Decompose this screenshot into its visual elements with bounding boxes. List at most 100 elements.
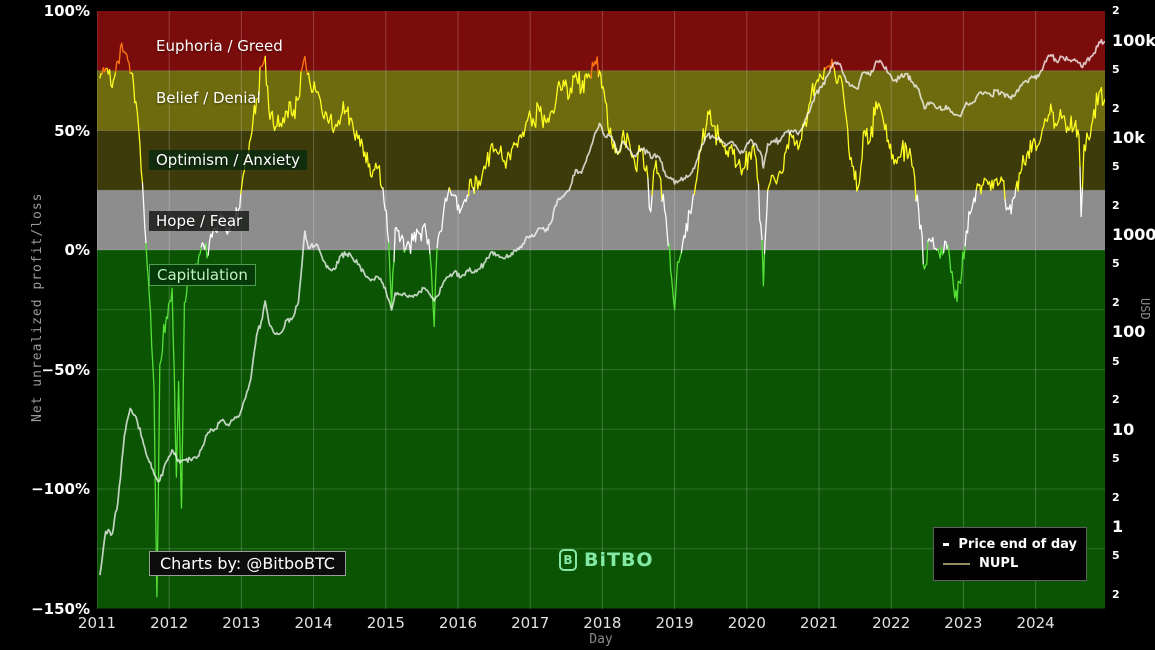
legend-swatch-1 bbox=[943, 562, 970, 565]
nupl-line-segment bbox=[927, 236, 939, 251]
year-tick-2013: 2013 bbox=[222, 614, 261, 632]
nupl-line-segment bbox=[915, 194, 924, 265]
price-minor-tick-12: 2 bbox=[1112, 588, 1120, 601]
legend-item-nupl[interactable]: NUPL bbox=[943, 554, 1077, 573]
nupl-line-segment bbox=[964, 189, 977, 247]
nupl-line-segment bbox=[205, 243, 209, 259]
nupl-line-segment bbox=[300, 55, 308, 75]
nupl-line-segment bbox=[141, 182, 147, 245]
zone-label-capitulation: Capitulation bbox=[149, 264, 256, 286]
year-tick-2018: 2018 bbox=[583, 614, 622, 632]
band-hope bbox=[97, 190, 1105, 250]
nupl-line-segment bbox=[763, 189, 769, 255]
nupl-line-segment bbox=[200, 242, 207, 250]
price-tick-100k: 100k bbox=[1112, 30, 1155, 50]
nupl-line-segment bbox=[129, 72, 144, 184]
nupl-line-segment bbox=[942, 240, 949, 254]
price-tick-100: 100 bbox=[1112, 322, 1146, 342]
price-minor-tick-3: 5 bbox=[1112, 160, 1120, 174]
price-minor-tick-0: 2 bbox=[1112, 4, 1120, 18]
price-minor-tick-8: 2 bbox=[1112, 393, 1120, 407]
price-tick-10k: 10k bbox=[1112, 127, 1145, 147]
nupl-line-segment bbox=[264, 55, 302, 132]
price-minor-tick-10: 2 bbox=[1112, 490, 1120, 504]
left-tick--150: −150% bbox=[31, 599, 90, 618]
nupl-line-segment bbox=[590, 56, 600, 79]
left-tick-50: 50% bbox=[54, 121, 90, 140]
nupl-line-segment bbox=[429, 246, 438, 328]
year-tick-2023: 2023 bbox=[944, 614, 983, 632]
zone-label-euphoria: Euphoria / Greed bbox=[156, 37, 283, 55]
nupl-line-segment bbox=[382, 187, 390, 244]
bitbo-logo-icon: B bbox=[559, 549, 577, 571]
year-tick-2011: 2011 bbox=[77, 614, 117, 632]
price-minor-tick-6: 2 bbox=[1112, 296, 1120, 310]
nupl-line-segment bbox=[680, 193, 696, 254]
nupl-line-segment bbox=[240, 66, 261, 195]
nupl-line-segment bbox=[114, 42, 131, 74]
price-minor-tick-9: 5 bbox=[1112, 451, 1120, 465]
nupl-line-segment bbox=[757, 183, 763, 242]
left-axis-title: Net unrealized profit/loss bbox=[30, 192, 45, 423]
nupl-line-segment bbox=[449, 191, 470, 214]
nupl-line-segment bbox=[767, 67, 826, 191]
legend-item-price-end-of-day[interactable]: Price end of day bbox=[943, 535, 1077, 554]
nupl-line-segment bbox=[106, 67, 117, 89]
nupl-line-segment bbox=[101, 66, 108, 75]
left-tick-100: 100% bbox=[43, 2, 90, 20]
nupl-line-segment bbox=[1004, 187, 1017, 215]
price-minor-tick-5: 5 bbox=[1112, 257, 1120, 271]
nupl-line-segment bbox=[467, 178, 474, 197]
nupl-line-segment bbox=[1079, 166, 1084, 218]
year-tick-2015: 2015 bbox=[366, 614, 405, 632]
nupl-line-segment bbox=[937, 246, 945, 259]
left-tick--100: −100% bbox=[31, 480, 90, 498]
nupl-line-segment bbox=[647, 177, 653, 213]
price-minor-tick-4: 2 bbox=[1112, 198, 1120, 212]
nupl-line-segment bbox=[975, 176, 1006, 201]
zone-label-optimism: Optimism / Anxiety bbox=[149, 150, 307, 170]
nupl-line-segment bbox=[259, 55, 266, 68]
nupl-line-segment bbox=[833, 67, 917, 202]
legend-label-0: Price end of day bbox=[958, 537, 1077, 552]
nupl-line-segment bbox=[761, 239, 766, 287]
right-axis-title: USD bbox=[1138, 298, 1152, 320]
nupl-line-segment bbox=[597, 70, 649, 179]
year-tick-2016: 2016 bbox=[438, 614, 478, 632]
nupl-line-segment bbox=[922, 240, 929, 270]
nupl-line-segment bbox=[1015, 103, 1081, 192]
year-tick-2017: 2017 bbox=[511, 614, 550, 632]
watermark-charts-by: Charts by: @BitboBTC bbox=[149, 551, 346, 576]
nupl-line-segment bbox=[823, 58, 835, 70]
left-tick-0: 0% bbox=[64, 241, 90, 259]
nupl-line-segment bbox=[448, 187, 452, 193]
nupl-line-segment bbox=[693, 109, 760, 195]
nupl-line-segment bbox=[404, 223, 431, 256]
nupl-line-segment bbox=[436, 187, 450, 249]
nupl-line-segment bbox=[306, 72, 384, 189]
zone-label-belief: Belief / Denial bbox=[156, 89, 261, 107]
price-minor-tick-2: 2 bbox=[1112, 101, 1120, 115]
nupl-line-segment bbox=[947, 244, 966, 303]
year-tick-2020: 2020 bbox=[727, 614, 766, 632]
nupl-line-segment bbox=[473, 70, 592, 194]
nupl-line-segment bbox=[651, 159, 663, 202]
bitbo-logo: B BiTBO bbox=[559, 549, 654, 571]
left-tick--50: −50% bbox=[41, 360, 90, 379]
year-tick-2019: 2019 bbox=[655, 614, 694, 632]
price-tick-1000: 1000 bbox=[1112, 225, 1155, 245]
nupl-line-segment bbox=[661, 193, 671, 247]
price-tick-1: 1 bbox=[1112, 517, 1124, 536]
legend-label-1: NUPL bbox=[979, 556, 1019, 571]
bottom-axis-title: Day bbox=[589, 632, 613, 647]
nupl-line-segment bbox=[1081, 86, 1105, 189]
year-tick-2021: 2021 bbox=[799, 614, 839, 632]
nupl-line-segment bbox=[393, 226, 406, 263]
nupl-line-segment bbox=[668, 243, 683, 311]
price-minor-tick-11: 5 bbox=[1112, 549, 1120, 563]
chart-legend: Price end of day NUPL bbox=[933, 527, 1087, 581]
year-tick-2014: 2014 bbox=[294, 614, 333, 632]
price-line bbox=[99, 38, 1105, 576]
zone-label-hope: Hope / Fear bbox=[149, 211, 250, 231]
